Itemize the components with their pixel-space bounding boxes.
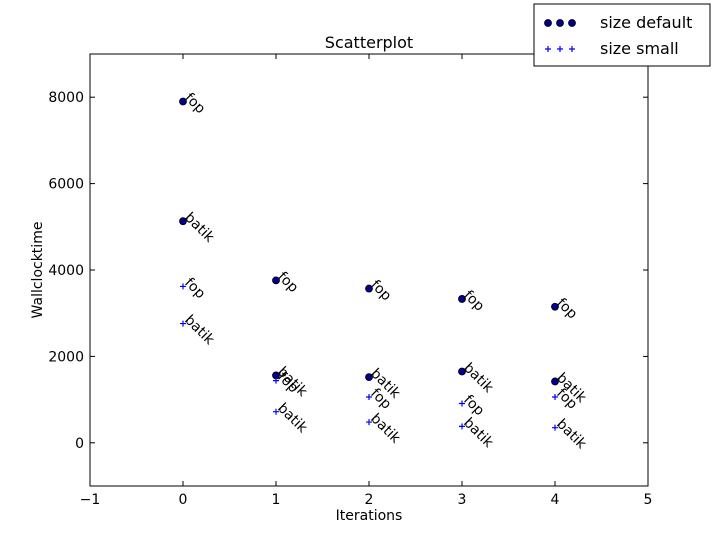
y-tick-label: 8000 [48, 90, 84, 106]
point-label: batik [274, 400, 311, 437]
point-label: fop [274, 269, 301, 296]
data-point-plus [552, 424, 558, 431]
data-point-plus [552, 394, 558, 401]
point-label: batik [460, 415, 497, 452]
data-point-plus [459, 423, 465, 430]
x-tick-label: 3 [458, 492, 467, 508]
legend-label: size default [600, 13, 692, 32]
data-point-circle [551, 302, 559, 311]
x-tick-label: 4 [551, 492, 560, 508]
data-point-circle [272, 276, 280, 285]
x-tick-label: 5 [644, 492, 653, 508]
legend-marker [545, 46, 551, 52]
data-point-plus [459, 400, 465, 407]
data-point-circle [458, 295, 466, 303]
legend-marker [557, 46, 563, 52]
chart-title: Scatterplot [325, 33, 413, 52]
y-axis-label: Wallclocktime [30, 222, 46, 319]
point-label: batik [460, 360, 497, 397]
data-point-plus [273, 408, 279, 415]
data-point-plus [273, 377, 279, 384]
data-point-plus [366, 419, 372, 426]
data-point-circle [458, 367, 466, 376]
point-label: fop [367, 277, 394, 304]
y-tick-label: 6000 [48, 177, 84, 193]
legend-label: size small [600, 39, 679, 58]
point-label: fop [460, 287, 487, 314]
point-label: batik [553, 416, 590, 453]
point-label: fop [181, 90, 208, 117]
legend-marker [556, 19, 564, 27]
data-point-circle [179, 97, 187, 106]
chart-marks: fopbatikfopbatikfopbatikfopbatikfopbatik… [179, 90, 590, 453]
x-tick-label: 2 [365, 492, 374, 508]
legend-box [533, 3, 711, 67]
x-tick-label: −1 [80, 492, 101, 508]
y-tick-label: 4000 [48, 263, 84, 279]
data-point-plus [180, 320, 186, 327]
data-point-circle [365, 373, 373, 382]
axis-ticks: −1 0 1 2 3 4 5 0 2000 4000 6000 8000 [48, 54, 652, 508]
data-point-circle [179, 217, 187, 226]
point-label: batik [181, 312, 218, 349]
y-tick-label: 2000 [48, 349, 84, 365]
data-point-plus [366, 394, 372, 401]
legend-marker [569, 46, 575, 52]
x-tick-label: 1 [272, 492, 281, 508]
x-tick-label: 0 [179, 492, 188, 508]
point-label: fop [181, 275, 208, 302]
data-point-plus [180, 283, 186, 290]
data-point-circle [365, 284, 373, 293]
legend-marker [568, 19, 576, 27]
y-tick-label: 0 [75, 436, 84, 452]
point-label: batik [367, 411, 404, 448]
data-point-circle [551, 377, 559, 386]
point-label: fop [460, 392, 487, 419]
legend: size default size small [533, 3, 711, 67]
legend-marker [544, 19, 552, 27]
point-label: fop [553, 295, 580, 322]
x-axis-label: Iterations [336, 508, 403, 524]
point-label: batik [181, 210, 218, 247]
